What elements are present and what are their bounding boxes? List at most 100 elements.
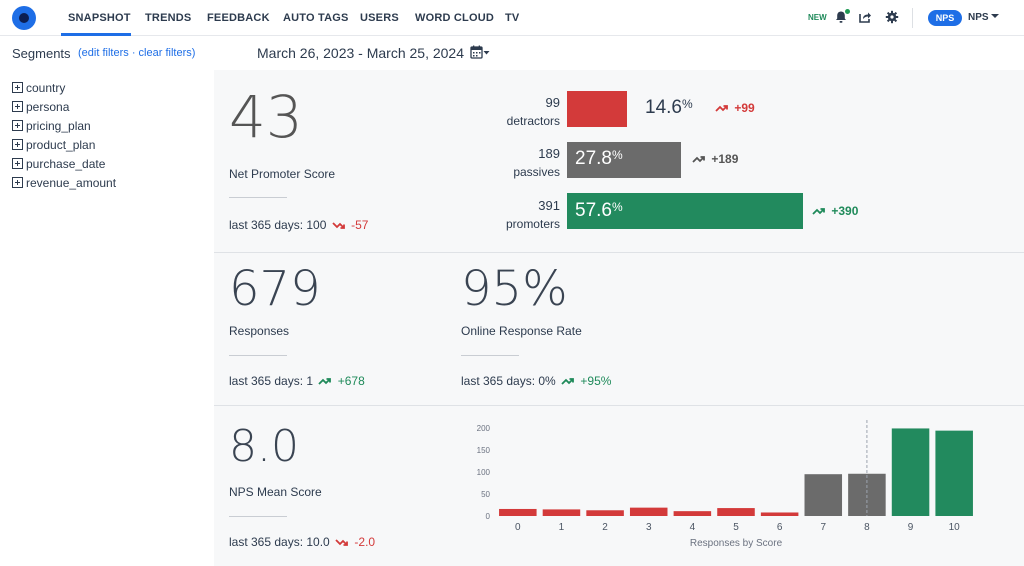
mean-score-value: 8.0 bbox=[229, 421, 299, 472]
y-tick-label: 200 bbox=[477, 424, 491, 433]
passives-bar bbox=[567, 142, 681, 178]
histogram-bar bbox=[935, 430, 973, 516]
tab-word-cloud[interactable]: WORD CLOUD bbox=[415, 12, 494, 24]
nps-score-label: Net Promoter Score bbox=[229, 167, 336, 181]
passives-delta: +189 bbox=[690, 152, 738, 166]
expand-icon[interactable] bbox=[12, 120, 23, 131]
x-tick-label: 0 bbox=[515, 522, 521, 533]
segment-purchase-date[interactable]: purchase_date bbox=[12, 157, 105, 171]
nav-divider bbox=[912, 8, 913, 28]
trend-down-icon bbox=[335, 539, 348, 546]
expand-icon[interactable] bbox=[12, 158, 23, 169]
responses-last-change: +678 bbox=[337, 374, 365, 388]
segment-label: persona bbox=[26, 100, 70, 114]
tab-trends[interactable]: TRENDS bbox=[145, 12, 192, 24]
histogram-bar bbox=[499, 508, 537, 516]
app-logo-icon[interactable] bbox=[12, 6, 36, 30]
passives-delta-value: +189 bbox=[711, 152, 739, 166]
segment-persona[interactable]: persona bbox=[12, 100, 69, 114]
score-distribution-chart: 0 50 100 150 200 0 1 2 3 4 5 6 7 8 9 10 Responses by Sco… bbox=[477, 420, 973, 549]
tab-auto-tags[interactable]: AUTO TAGS bbox=[283, 12, 349, 24]
segment-links: (edit filters · clear filters) bbox=[78, 47, 196, 59]
segment-pricing-plan[interactable]: pricing_plan bbox=[12, 119, 91, 133]
tab-tv[interactable]: TV bbox=[505, 12, 520, 24]
histogram-bar bbox=[586, 510, 624, 516]
response-rate-last-value: last 365 days: 0% bbox=[461, 374, 556, 388]
calendar-icon[interactable] bbox=[470, 45, 490, 59]
response-rate-label: Online Response Rate bbox=[461, 324, 582, 338]
responses-last-value: last 365 days: 1 bbox=[229, 374, 314, 388]
x-axis-label: Responses by Score bbox=[690, 538, 783, 549]
histogram-bar bbox=[629, 507, 668, 516]
bell-icon[interactable] bbox=[834, 10, 848, 24]
new-badge: NEW bbox=[808, 13, 827, 22]
segments-sidebar: country persona pricing_plan product_pla… bbox=[0, 76, 214, 566]
histogram-bar bbox=[542, 509, 581, 516]
detractors-bar bbox=[567, 91, 627, 127]
nps-last-value: last 365 days: 100 bbox=[229, 218, 327, 232]
nps-score: 43 bbox=[229, 83, 303, 151]
promoters-percent-value: 57.6 bbox=[575, 200, 612, 221]
promoters-bar bbox=[567, 193, 803, 229]
nps-last-period: last 365 days: 100 -57 bbox=[229, 218, 368, 232]
response-rate-value: 95% bbox=[461, 261, 568, 317]
active-tab-indicator bbox=[61, 33, 131, 36]
segment-country[interactable]: country bbox=[12, 81, 65, 95]
tab-snapshot[interactable]: SNAPSHOT bbox=[68, 12, 131, 24]
passives-count: 189 bbox=[538, 146, 560, 161]
expand-icon[interactable] bbox=[12, 139, 23, 150]
promoters-label: promoters bbox=[505, 217, 560, 231]
promoters-percent: 57.6% bbox=[575, 200, 623, 221]
link-separator: · bbox=[131, 47, 136, 59]
trend-up-icon bbox=[715, 105, 728, 112]
chevron-down-icon bbox=[991, 14, 1000, 18]
x-tick-label: 7 bbox=[820, 522, 826, 533]
gear-icon[interactable] bbox=[885, 10, 899, 24]
clear-filters-link[interactable]: clear filters bbox=[138, 47, 192, 59]
responses-count: 679 bbox=[229, 261, 321, 317]
expand-icon[interactable] bbox=[12, 177, 23, 188]
x-tick-label: 5 bbox=[733, 522, 739, 533]
segments-title: Segments bbox=[12, 46, 71, 61]
segment-label: country bbox=[26, 81, 66, 95]
y-tick-label: 150 bbox=[477, 446, 491, 455]
detractors-delta: +99 bbox=[713, 101, 755, 115]
trend-up-icon bbox=[318, 378, 332, 385]
trend-up-icon bbox=[692, 156, 705, 163]
promoters-delta: +390 bbox=[810, 204, 858, 218]
survey-type-pill: NPS bbox=[928, 10, 962, 26]
histogram-bar bbox=[891, 428, 930, 516]
response-rate-last-change: +95% bbox=[580, 374, 612, 388]
y-tick-label: 100 bbox=[477, 468, 491, 477]
histogram-bar bbox=[673, 511, 712, 516]
mean-score-last-change: -2.0 bbox=[354, 535, 376, 549]
histogram-bar bbox=[717, 508, 755, 516]
expand-icon[interactable] bbox=[12, 82, 23, 93]
y-tick-label: 0 bbox=[486, 512, 491, 521]
tab-users[interactable]: USERS bbox=[360, 12, 399, 24]
promoters-count: 391 bbox=[538, 198, 560, 213]
responses-label: Responses bbox=[229, 324, 290, 338]
detractors-count: 99 bbox=[545, 95, 560, 110]
tab-feedback[interactable]: FEEDBACK bbox=[207, 12, 270, 24]
x-tick-label: 2 bbox=[602, 522, 608, 533]
segment-label: product_plan bbox=[26, 138, 96, 152]
segment-product-plan[interactable]: product_plan bbox=[12, 138, 95, 152]
expand-icon[interactable] bbox=[12, 101, 23, 112]
x-tick-label: 8 bbox=[864, 522, 870, 533]
edit-filters-link[interactable]: edit filters bbox=[81, 47, 129, 59]
y-tick-label: 50 bbox=[481, 490, 490, 499]
segment-label: pricing_plan bbox=[26, 119, 91, 133]
passives-label: passives bbox=[513, 165, 560, 179]
share-icon[interactable] bbox=[858, 10, 872, 24]
top-nav: SNAPSHOT TRENDS FEEDBACK AUTO TAGS USERS… bbox=[0, 0, 1024, 36]
survey-dropdown[interactable]: NPS bbox=[968, 12, 1000, 23]
notification-dot bbox=[845, 9, 850, 14]
mean-score-last-value: last 365 days: 10.0 bbox=[229, 535, 330, 549]
date-range[interactable]: March 26, 2023 - March 25, 2024 bbox=[257, 45, 465, 61]
detractors-delta-value: +99 bbox=[734, 101, 755, 115]
passives-percent: 27.8% bbox=[575, 148, 623, 169]
segment-revenue-amount[interactable]: revenue_amount bbox=[12, 176, 116, 190]
segment-label: purchase_date bbox=[26, 157, 106, 171]
kpi-rule bbox=[229, 516, 287, 517]
